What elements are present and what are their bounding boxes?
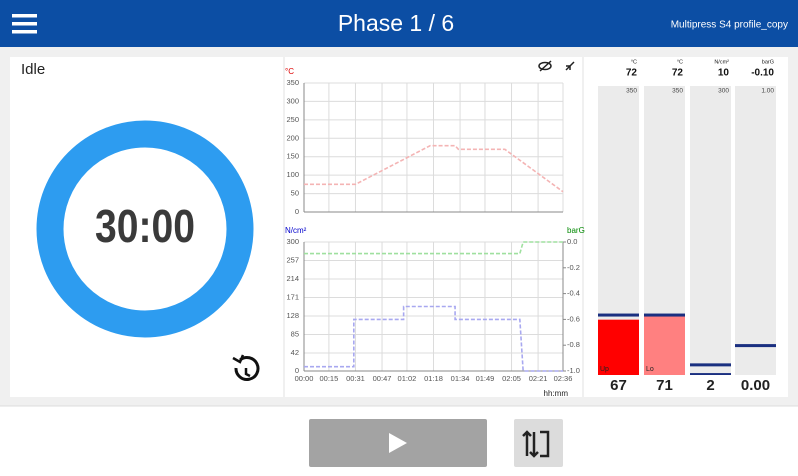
x-tick-label: 00:31 xyxy=(346,374,365,383)
y2-tick-label: -0.8 xyxy=(567,340,580,349)
gauge-setpoint: 72 xyxy=(626,68,638,79)
y-axis-label: °C xyxy=(285,67,294,76)
gauge-unit: °C xyxy=(677,59,683,65)
reset-button[interactable] xyxy=(232,354,260,381)
gauge-setpoint-marker xyxy=(598,313,639,317)
y-tick-label: 0 xyxy=(295,207,299,216)
y-tick-label: 257 xyxy=(286,255,299,264)
x-tick-label: 01:49 xyxy=(476,374,495,383)
gauge-setpoint: 10 xyxy=(718,68,730,79)
header-bar xyxy=(0,0,798,47)
y-tick-label: 42 xyxy=(291,348,299,357)
y-tick-label: 0 xyxy=(295,366,299,375)
y-tick-label: 50 xyxy=(291,189,299,198)
play-button[interactable] xyxy=(309,419,487,467)
gauge-track xyxy=(690,86,731,375)
y-tick-label: 350 xyxy=(286,78,299,87)
x-axis-label: hh:mm xyxy=(544,389,569,398)
data-line xyxy=(304,305,563,372)
data-line xyxy=(304,144,564,193)
status-label: Idle xyxy=(21,61,45,78)
x-tick-label: 01:02 xyxy=(398,374,417,383)
y2-tick-label: -0.6 xyxy=(567,314,580,323)
gauge-max: 350 xyxy=(672,88,683,95)
x-tick-label: 00:00 xyxy=(295,374,314,383)
gauge-fill xyxy=(598,319,639,375)
gauge-max: 300 xyxy=(718,88,729,95)
y2-tick-label: -0.2 xyxy=(567,263,580,272)
timer-ring xyxy=(36,120,254,338)
x-tick-label: 02:36 xyxy=(554,374,573,383)
y-tick-label: 214 xyxy=(286,274,299,283)
y2-tick-label: 0.0 xyxy=(567,237,577,246)
x-tick-label: 01:34 xyxy=(451,374,470,383)
timer-value: 30:00 xyxy=(95,201,195,253)
y-tick-label: 85 xyxy=(291,329,299,338)
y-tick-label: 150 xyxy=(286,152,299,161)
gauge-fill-label: Up xyxy=(600,366,609,373)
gauge-value: 67 xyxy=(610,377,627,394)
x-tick-label: 00:47 xyxy=(373,374,392,383)
y-tick-label: 200 xyxy=(286,133,299,142)
gauge-unit: °C xyxy=(631,59,637,65)
gauge-setpoint-marker xyxy=(690,363,731,367)
gauge-value: 2 xyxy=(706,377,714,394)
y-tick-label: 171 xyxy=(286,292,299,301)
gauge-track xyxy=(735,86,776,375)
gauge-max: 1.00 xyxy=(761,88,774,95)
y-axis-label: N/cm² xyxy=(285,226,307,235)
gauge-fill xyxy=(690,373,731,375)
y-tick-label: 300 xyxy=(286,96,299,105)
swap-button[interactable] xyxy=(514,419,563,467)
header-subtitle: Multipress S4 profile_copy xyxy=(671,20,788,31)
visibility-button[interactable] xyxy=(538,60,552,72)
menu-button[interactable] xyxy=(12,14,37,34)
x-tick-label: 02:05 xyxy=(502,374,521,383)
y-tick-label: 128 xyxy=(286,311,299,320)
collapse-button[interactable] xyxy=(565,61,575,71)
gauge-value: 71 xyxy=(656,377,673,394)
gauge-setpoint-marker xyxy=(735,344,776,348)
x-tick-label: 01:18 xyxy=(424,374,443,383)
data-line xyxy=(304,241,563,255)
y2-tick-label: -1.0 xyxy=(567,366,580,375)
y2-axis-label: barG xyxy=(567,226,585,235)
y-tick-label: 100 xyxy=(286,170,299,179)
gauge-max: 350 xyxy=(626,88,637,95)
gauge-fill xyxy=(644,316,685,375)
gauge-setpoint: -0.10 xyxy=(751,68,774,79)
y-tick-label: 250 xyxy=(286,115,299,124)
y-tick-label: 300 xyxy=(286,237,299,246)
gauge-setpoint: 72 xyxy=(672,68,684,79)
gauge-setpoint-marker xyxy=(644,313,685,317)
header-title: Phase 1 / 6 xyxy=(338,10,454,36)
gauge-unit: barG xyxy=(762,59,774,65)
gauge-value: 0.00 xyxy=(741,377,770,394)
gauge-fill-label: Lo xyxy=(646,366,654,373)
x-tick-label: 00:15 xyxy=(320,374,339,383)
x-tick-label: 02:21 xyxy=(529,374,548,383)
gauge-unit: N/cm² xyxy=(714,59,729,65)
y2-tick-label: -0.4 xyxy=(567,289,580,298)
